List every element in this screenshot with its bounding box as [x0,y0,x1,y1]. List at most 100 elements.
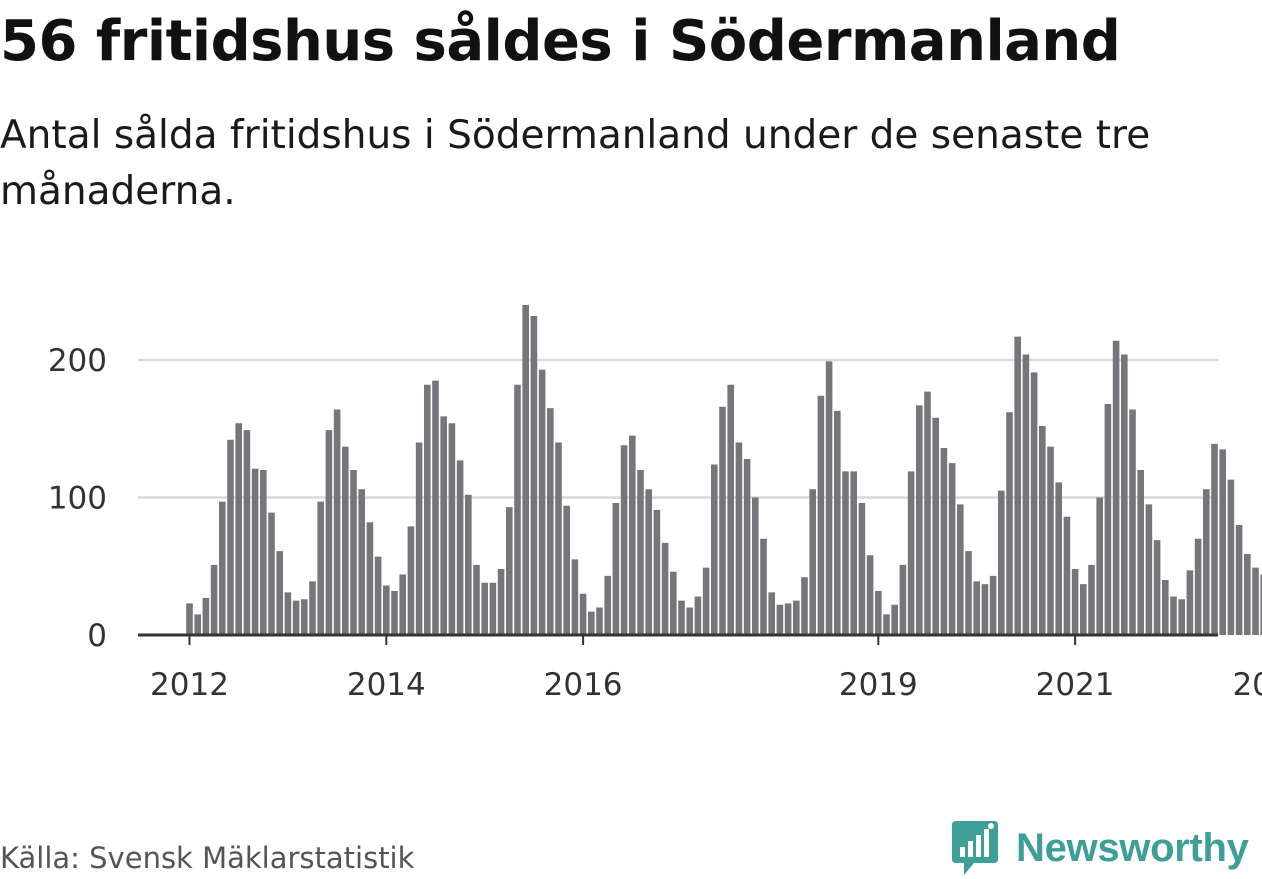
bar [653,509,661,636]
bar [989,575,997,636]
bar [202,597,210,636]
bar [1006,412,1013,635]
bar [489,582,497,635]
bar [448,423,456,635]
bar [1047,446,1054,636]
bar [1121,354,1128,635]
bar [940,448,948,635]
bar [1071,569,1079,635]
bar [727,384,734,635]
bar [1178,599,1185,635]
bar [563,505,570,635]
bar [235,423,242,635]
bar [1227,479,1235,636]
bar [1096,497,1103,635]
bar [1022,354,1030,635]
bar [522,305,529,635]
bar [588,611,595,636]
bar [325,430,333,636]
bar [875,591,882,635]
bar [1039,426,1046,635]
bar [842,471,849,636]
bar [793,600,800,636]
bar [973,581,980,636]
y-tick-label: 0 [87,618,107,654]
bar [817,395,825,635]
bar [555,442,562,635]
bar [309,581,316,636]
bar [883,614,890,636]
bar [981,584,989,636]
bar [957,504,964,636]
bar [1235,525,1243,635]
bar [497,569,505,635]
chart-title: 56 fritidshus såldes i Södermanland [0,9,1121,74]
bar [547,408,554,636]
bar [801,577,808,635]
bar [809,489,816,635]
bar [1055,482,1062,636]
bar [473,564,480,636]
bar [866,555,874,635]
bar [670,571,677,635]
gridlines [138,358,1218,499]
bar [629,435,636,636]
bar [834,410,841,636]
bars [186,305,1262,636]
bar [1145,504,1153,636]
bar [227,439,234,635]
bar [678,600,685,636]
bar [743,459,751,635]
bar [1137,470,1144,635]
bar [1186,570,1194,636]
newsworthy-logo-icon [952,821,998,875]
bar [924,391,931,635]
bar [768,592,775,636]
bar [383,585,390,635]
source-note: Källa: Svensk Mäklarstatistik [0,841,415,875]
bar [1260,574,1262,635]
bar [965,551,972,636]
bar [194,614,201,636]
brand[interactable]: Newsworthy [950,818,1249,878]
bar [661,542,669,636]
bar [711,464,718,635]
bar [317,501,324,636]
bar [760,538,767,635]
bar [850,471,857,636]
bar [424,384,431,635]
bar [702,567,710,636]
bar [456,460,464,636]
bar [219,501,226,636]
bar [292,600,300,636]
bar [243,430,251,636]
y-axis-ticks: 0 100 200 [48,343,107,654]
x-axis-ticks: 2012 2014 2016 2019 2021 2023 [150,635,1262,703]
bar [301,599,308,635]
bar [579,593,587,635]
bar [1080,584,1087,636]
bar [1194,538,1202,635]
bar [1162,580,1169,635]
bar [260,470,267,635]
x-tick-label: 2019 [839,667,918,703]
bar [719,406,726,635]
bar [1030,372,1038,636]
x-tick-label: 2023 [1232,667,1262,703]
bar [366,522,374,635]
bar [907,471,915,636]
bar [604,575,611,636]
bar [440,416,447,636]
bar [358,489,365,635]
bar [1203,489,1210,635]
bar [620,445,628,635]
bar [891,604,898,635]
bar [186,603,193,636]
bar [916,405,923,636]
bar [1088,564,1095,636]
bar [596,607,603,635]
bar [776,604,784,635]
bar [1170,596,1177,635]
bar [899,564,907,636]
bar [374,556,382,636]
